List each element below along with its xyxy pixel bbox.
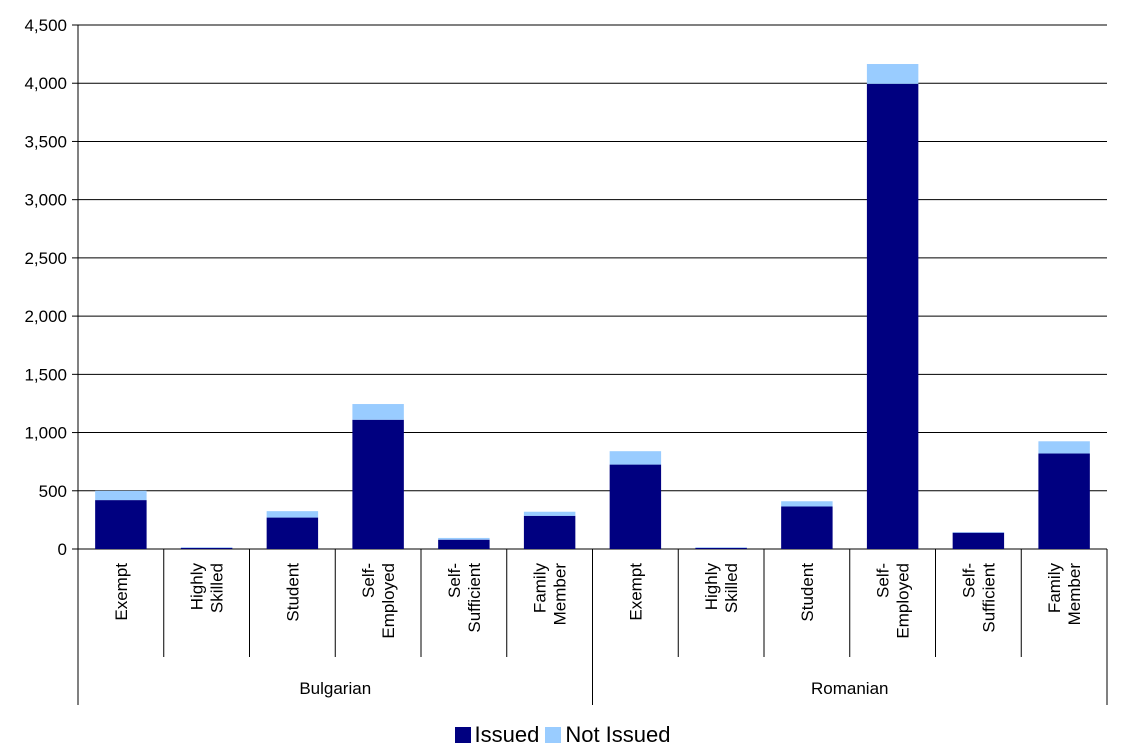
y-tick-label: 2,500 [24,249,67,268]
bar-not-issued [1038,441,1090,454]
bar-issued [180,547,233,549]
legend-item: Not Issued [545,722,671,747]
bar-issued [695,547,747,549]
bar-issued [609,464,662,549]
x-group-label: Romanian [811,679,889,698]
y-tick-label: 3,500 [24,132,67,151]
bar-issued [781,506,833,549]
bar-not-issued [438,537,490,540]
bar-issued [438,539,490,549]
bar-issued [266,517,319,549]
bar-issued [952,532,1005,549]
x-category-label: Student [798,563,817,622]
bar-not-issued [352,404,404,420]
x-category-label: Member [551,563,570,626]
y-tick-label: 1,500 [24,365,67,384]
y-tick-label: 4,000 [24,74,67,93]
x-category-label: Exempt [626,563,645,621]
bar-not-issued [609,451,662,465]
x-category-label: Self- [874,563,893,598]
x-category-label: Student [283,563,302,622]
x-category-label: Sufficient [979,563,998,633]
bar-not-issued [180,547,233,548]
y-tick-label: 0 [58,540,67,559]
y-tick-label: 1,000 [24,424,67,443]
y-tick-label: 2,000 [24,307,67,326]
bar-issued [95,500,147,549]
x-category-label: Self- [359,563,378,598]
x-category-label: Exempt [112,563,131,621]
legend-label: Not Issued [565,722,671,747]
x-category-label: Family [1045,563,1064,614]
y-tick-label: 4,500 [24,16,67,35]
legend: Issued Not Issued [0,722,1125,747]
x-category-label: Employed [379,563,398,639]
y-tick-label: 3,000 [24,191,67,210]
bar-issued [523,515,576,549]
legend-swatch [454,727,471,743]
legend-swatch [545,727,562,743]
x-category-label: Family [531,563,550,614]
bar-not-issued [695,547,747,548]
bar-not-issued [952,532,1005,533]
bar-not-issued [866,64,919,84]
x-category-label: Sufficient [465,563,484,633]
bar-not-issued [95,490,147,501]
x-category-label: Skilled [722,563,741,613]
x-category-label: Employed [894,563,913,639]
legend-item: Issued [454,722,540,747]
x-category-label: Self- [959,563,978,598]
x-category-label: Skilled [208,563,227,613]
x-category-label: Member [1065,563,1084,626]
x-group-label: Bulgarian [299,679,371,698]
x-category-label: Highly [702,563,721,611]
bar-not-issued [523,511,576,516]
bar-not-issued [266,511,319,518]
bar-issued [352,419,404,549]
x-category-label: Highly [188,563,207,611]
bar-issued [1038,453,1090,549]
x-category-label: Self- [445,563,464,598]
bar-issued [866,83,919,549]
bar-not-issued [781,501,833,507]
legend-label: Issued [474,722,540,747]
y-tick-label: 500 [39,482,67,501]
